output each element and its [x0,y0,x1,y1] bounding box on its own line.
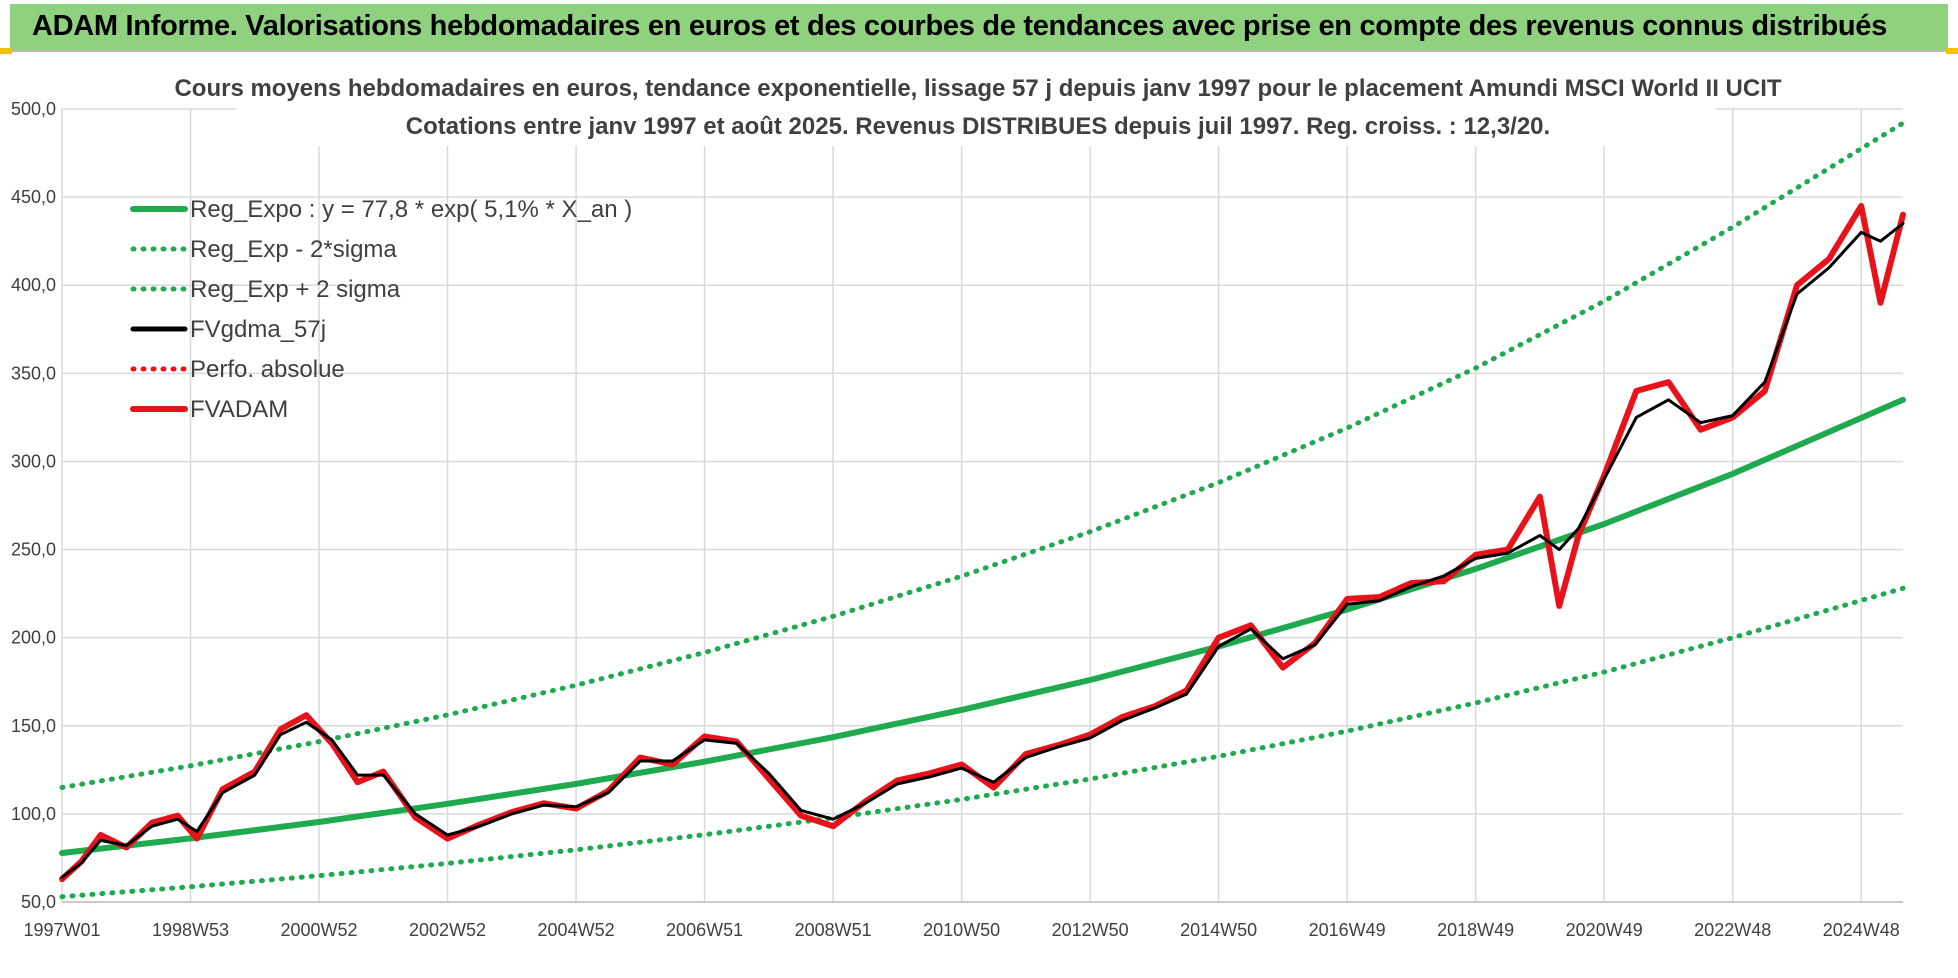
y-tick-label: 350,0 [11,363,56,383]
x-tick-label: 2010W50 [923,920,1000,940]
line-chart: 500,0 450,0 400,0 350,0 300,0 250,0 200,0 150,0… [0,54,1958,978]
y-tick-label: 250,0 [11,540,56,560]
y-tick-label: 150,0 [11,716,56,736]
x-tick-label: 2008W51 [795,920,872,940]
x-tick-label: 2024W48 [1823,920,1900,940]
y-tick-label: 400,0 [11,275,56,295]
y-tick-label: 450,0 [11,187,56,207]
y-tick-label: 100,0 [11,804,56,824]
series-line-reg-exp-2-sigma [59,585,1906,900]
y-tick-label: 500,0 [11,99,56,119]
y-tick-label: 300,0 [11,451,56,471]
chart-title-box [236,72,1716,146]
x-tick-label: 2014W50 [1180,920,1257,940]
x-tick-label: 2006W51 [666,920,743,940]
x-tick-label: 2002W52 [409,920,486,940]
legend: Reg_Expo : y = 77,8 * exp( 5,1% * X_an )… [130,196,632,423]
chart-background [0,54,1958,978]
x-tick-label: 1998W53 [152,920,229,940]
corner-accent-right [1946,48,1958,54]
series-line-fvgdma-57j [60,222,1905,879]
x-tick-label: 2000W52 [281,920,358,940]
chart-subtitle: Cotations entre janv 1997 et août 2025. … [406,113,1550,140]
legend-label: FVADAM [190,396,288,423]
series-line-reg-expo-y-77-8-exp-5-1-x-an [59,396,1906,856]
legend-label: Perfo. absolue [190,356,345,383]
y-tick-label: 50,0 [21,892,56,912]
x-tick-label: 2004W52 [538,920,615,940]
y-tick-label: 200,0 [11,628,56,648]
x-tick-label: 2016W49 [1309,920,1386,940]
x-tick-label: 2022W48 [1694,920,1771,940]
legend-label: Reg_Expo : y = 77,8 * exp( 5,1% * X_an ) [190,196,632,223]
chart-title: Cours moyens hebdomadaires en euros, ten… [174,75,1781,102]
axes: 500,0 450,0 400,0 350,0 300,0 250,0 200,0 150,0… [11,99,1903,940]
legend-label: Reg_Exp + 2 sigma [190,276,401,303]
x-tick-label: 2018W49 [1437,920,1514,940]
banner-title: ADAM Informe. Valorisations hebdomadaire… [32,10,1887,42]
x-tick-label: 2012W50 [1052,920,1129,940]
legend-label: Reg_Exp - 2*sigma [190,236,397,263]
series-layer [59,120,1906,900]
x-tick-label: 1997W01 [23,920,100,940]
x-tick-label: 2020W49 [1566,920,1643,940]
corner-accent-left [0,48,12,54]
legend-label: FVgdma_57j [190,316,326,343]
report-banner: ADAM Informe. Valorisations hebdomadaire… [10,4,1948,52]
